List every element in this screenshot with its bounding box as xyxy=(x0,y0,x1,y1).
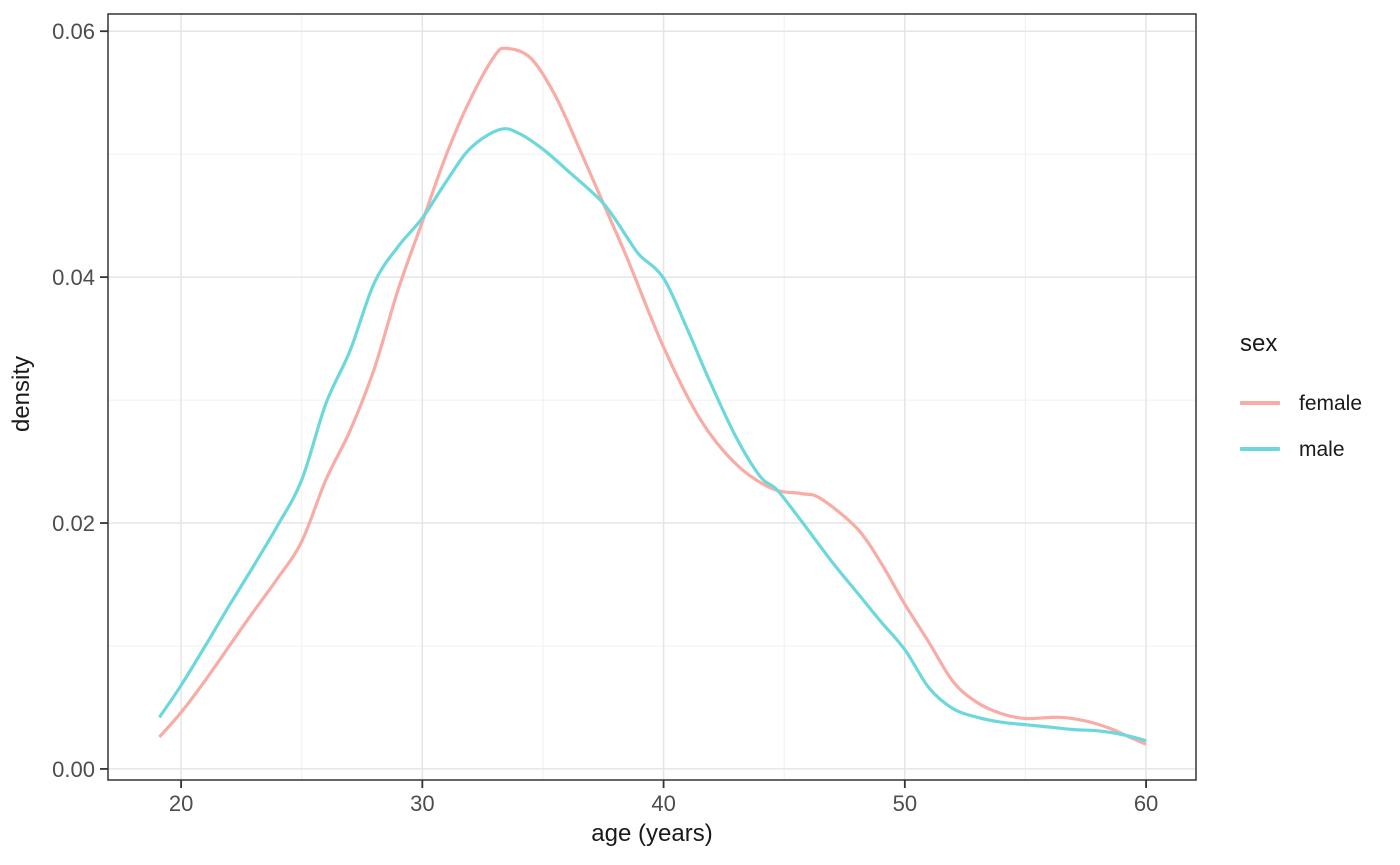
legend-key-line-female xyxy=(1240,401,1280,405)
x-tick-label: 50 xyxy=(893,791,917,816)
y-tick-label: 0.02 xyxy=(52,511,95,536)
legend-label-male: male xyxy=(1299,437,1345,461)
panel-background xyxy=(108,14,1196,780)
legend-item-male: male xyxy=(1240,426,1362,472)
y-tick-label: 0.06 xyxy=(52,19,95,44)
x-tick-label: 30 xyxy=(410,791,434,816)
legend-label-female: female xyxy=(1299,391,1363,415)
x-tick-label: 60 xyxy=(1134,791,1158,816)
y-tick-label: 0.04 xyxy=(52,265,95,290)
legend-item-female: female xyxy=(1240,380,1362,426)
density-curve-female xyxy=(158,46,1147,746)
y-tick-label: 0.00 xyxy=(52,757,95,782)
x-axis-title: age (years) xyxy=(591,820,713,847)
x-tick-label: 40 xyxy=(651,791,675,816)
density-curve-male xyxy=(158,127,1147,743)
y-axis-title: density xyxy=(8,355,35,433)
x-tick-label: 20 xyxy=(169,791,193,816)
legend-key-line-male xyxy=(1240,447,1280,451)
panel-border xyxy=(107,13,1197,781)
legend: sex female male xyxy=(1240,332,1362,472)
legend-title: sex xyxy=(1240,330,1278,357)
